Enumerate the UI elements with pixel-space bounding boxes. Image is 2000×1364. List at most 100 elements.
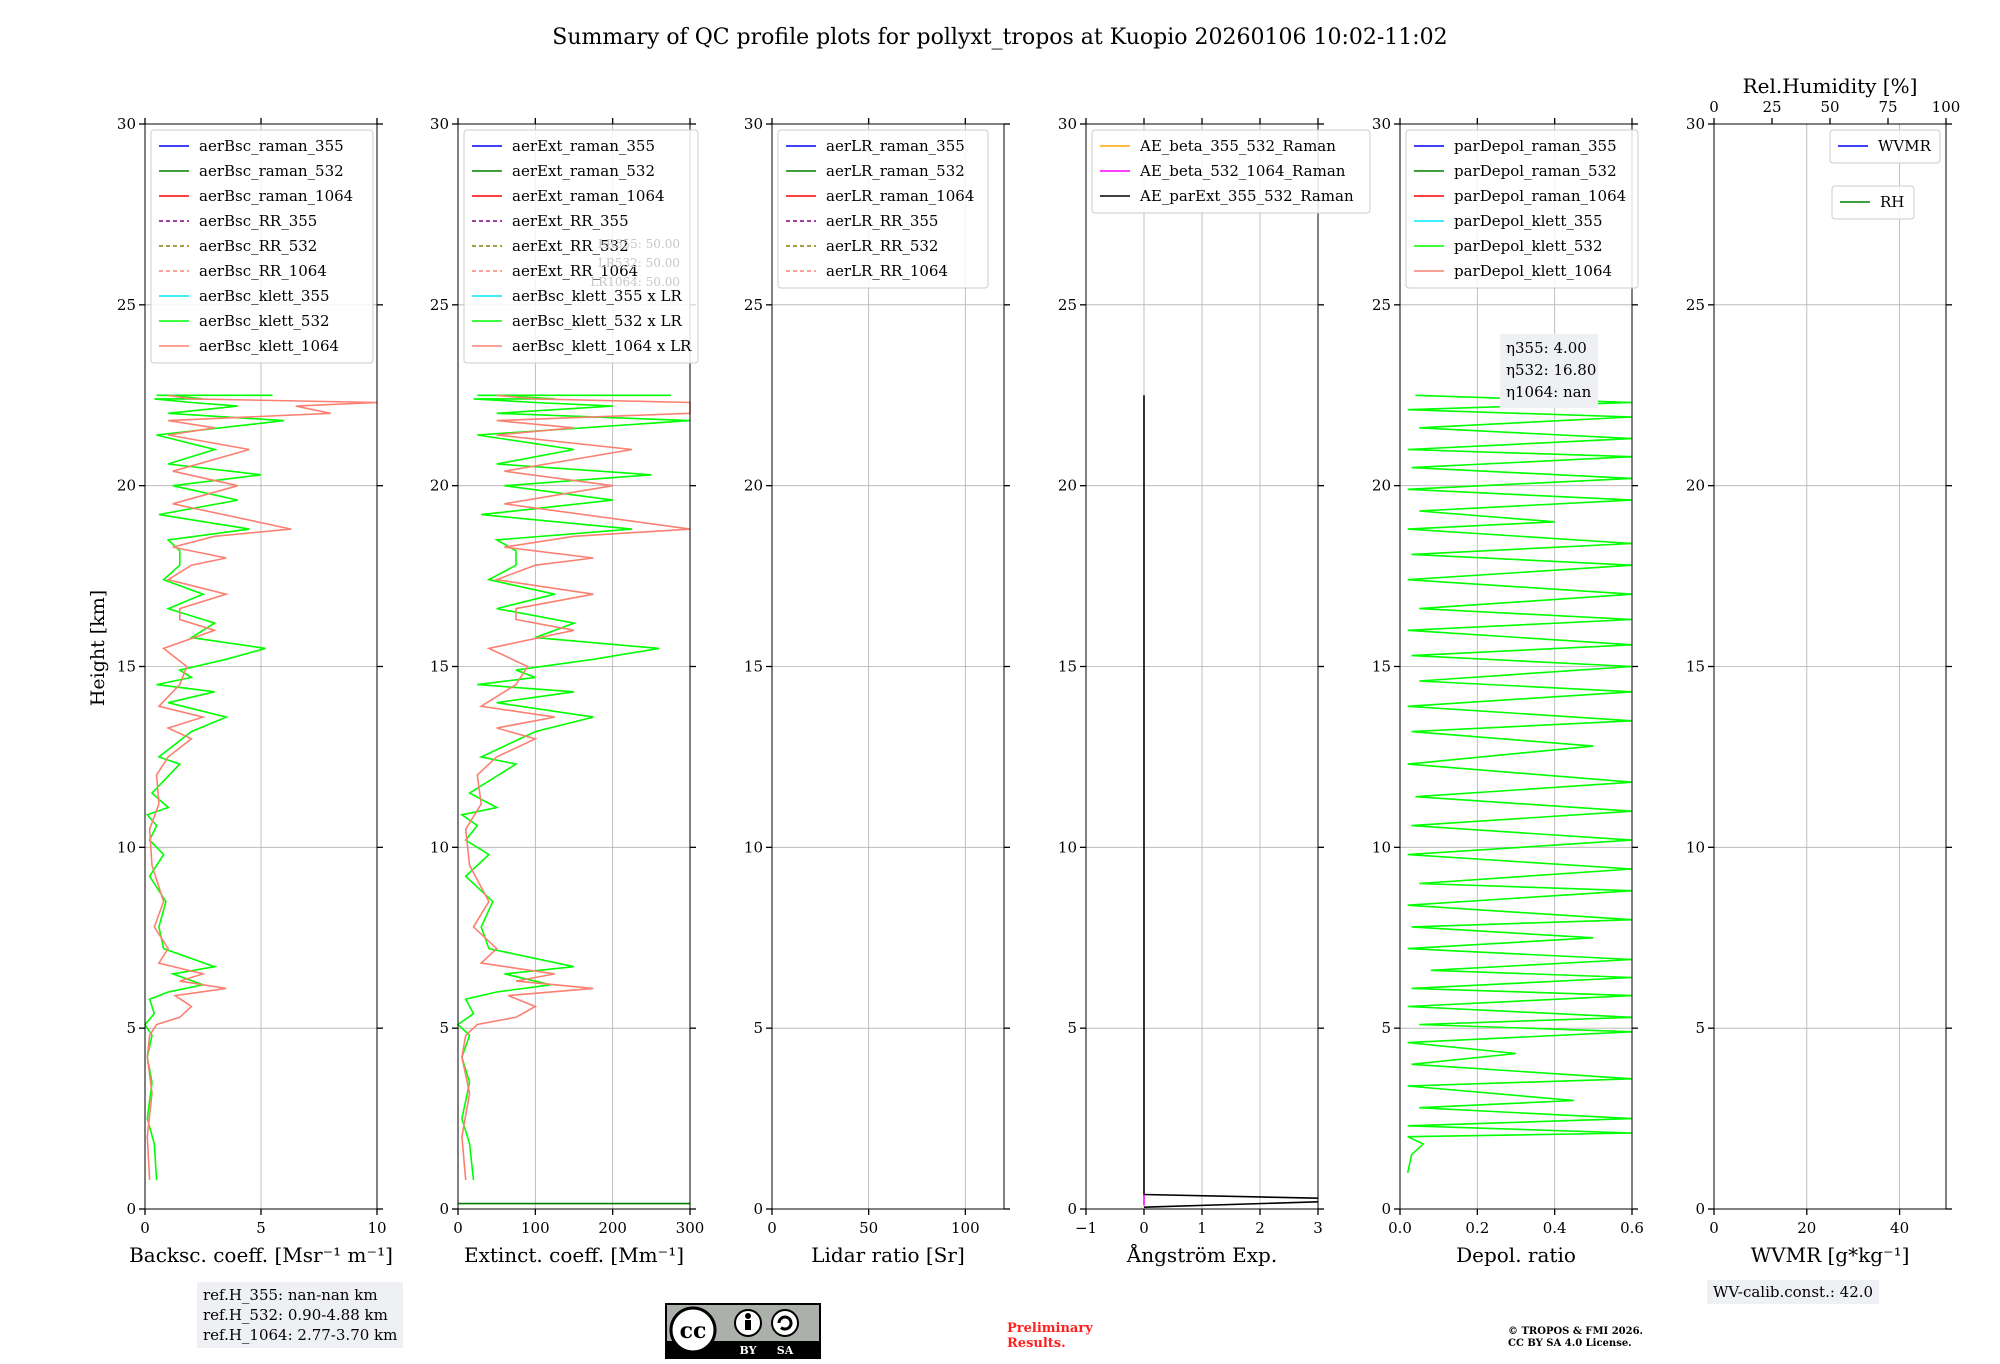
y-tick-label: 15 — [1058, 658, 1077, 676]
x-axis-label: Backsc. coeff. [Msr⁻¹ m⁻¹] — [129, 1243, 393, 1267]
y-tick-label: 15 — [117, 658, 136, 676]
legend-box — [1091, 129, 1371, 214]
x-tick-label: 5 — [256, 1219, 266, 1237]
legend-entry: aerBsc_RR_532 — [199, 237, 317, 255]
series-AE_parExt_355_532_Raman_low — [1143, 1201, 1319, 1208]
copyright-line-1: © TROPOS & FMI 2026. — [1508, 1326, 1644, 1337]
legend-box — [1405, 129, 1639, 289]
panel-5: 0 5 10 15 20 25 30 0.0 0.2 0.4 0.6 Depol. ratio parD… — [1372, 115, 1644, 1267]
y-tick-label: 5 — [1381, 1019, 1391, 1037]
x-tick-label: 300 — [676, 1219, 705, 1237]
preliminary-line-2: Results. — [1007, 1336, 1066, 1351]
x-tick-label: 50 — [859, 1219, 878, 1237]
legend-entry: aerLR_RR_355 — [826, 212, 938, 230]
y-tick-label: 30 — [1372, 115, 1391, 133]
x-tick-label: 200 — [598, 1219, 627, 1237]
preliminary-results-label: Preliminary Results. — [1007, 1321, 1093, 1351]
y-tick-label: 20 — [1686, 477, 1705, 495]
copyright-line-2: CC BY SA 4.0 License. — [1508, 1338, 1632, 1349]
y-tick-label: 25 — [430, 296, 449, 314]
y-tick-label: 0 — [1067, 1200, 1077, 1218]
y-tick-label: 5 — [439, 1019, 449, 1037]
x-axis-label: WVMR [g*kg⁻¹] — [1751, 1243, 1910, 1267]
legend-entry: RH — [1880, 193, 1904, 211]
y-tick-label: 15 — [430, 658, 449, 676]
legend-entry: aerLR_raman_532 — [826, 162, 965, 180]
x-axis-label: Depol. ratio — [1456, 1243, 1576, 1267]
top-x-tick-label: 0 — [1709, 98, 1719, 116]
y-tick-label: 0 — [753, 1200, 763, 1218]
x-tick-label: 1 — [1197, 1219, 1207, 1237]
y-tick-label: 20 — [430, 477, 449, 495]
eta-label: η355: 4.00 — [1506, 339, 1587, 357]
eta-label: η1064: nan — [1506, 383, 1592, 401]
x-tick-label: 3 — [1313, 1219, 1323, 1237]
legend-entry: aerBsc_klett_355 — [199, 287, 330, 305]
y-tick-label: 30 — [744, 115, 763, 133]
reference-height-box: ref.H_355: nan-nan km ref.H_532: 0.90-4.… — [197, 1282, 404, 1348]
y-tick-label: 20 — [1058, 477, 1077, 495]
legend-entry: parDepol_raman_532 — [1454, 162, 1617, 180]
y-tick-label: 0 — [1381, 1200, 1391, 1218]
y-tick-label: 10 — [744, 838, 763, 856]
legend-entry: parDepol_klett_355 — [1454, 212, 1603, 230]
legend: aerExt_raman_355 aerExt_raman_532 aerExt_r… — [463, 129, 699, 364]
y-tick-label: 5 — [1695, 1019, 1705, 1037]
x-tick-label: 0.0 — [1388, 1219, 1412, 1237]
legend-rh: RH — [1831, 185, 1915, 220]
x-tick-label: −1 — [1075, 1219, 1097, 1237]
eta-box: η355: 4.00 η532: 16.80 η1064: nan — [1500, 334, 1598, 408]
legend-entry: AE_beta_355_532_Raman — [1139, 137, 1336, 155]
lidar-ratio-label: LR355: 50.00 — [598, 237, 680, 251]
legend-entry: aerBsc_klett_532 x LR — [512, 312, 683, 330]
x-tick-label: 0.6 — [1620, 1219, 1644, 1237]
legend-wvmr: WVMR — [1829, 129, 1941, 164]
y-tick-label: 10 — [117, 838, 136, 856]
panel-3: 0 5 10 15 20 25 30 0 50 100 Lidar ratio [Sr] aerLR_… — [744, 115, 1010, 1267]
y-axis-label: Height [km] — [87, 590, 109, 706]
legend-entry: aerExt_RR_1064 — [512, 262, 638, 280]
top-x-tick-label: 50 — [1820, 98, 1839, 116]
series-aerBsc_klett_1064 x LR — [461, 394, 691, 1181]
x-tick-label: 20 — [1797, 1219, 1816, 1237]
legend-entry: aerExt_raman_532 — [512, 162, 655, 180]
legend-entry: aerLR_raman_1064 — [826, 187, 974, 205]
series-parDepol_klett_532 — [1406, 394, 1633, 1173]
eta-label: η532: 16.80 — [1506, 361, 1596, 379]
y-tick-label: 30 — [1686, 115, 1705, 133]
y-tick-label: 5 — [126, 1019, 136, 1037]
y-tick-label: 0 — [1695, 1200, 1705, 1218]
legend-entry: aerBsc_RR_1064 — [199, 262, 327, 280]
ref-height-1064: ref.H_1064: 2.77-3.70 km — [203, 1326, 398, 1344]
legend-box — [1831, 185, 1915, 220]
legend-entry: aerLR_RR_1064 — [826, 262, 948, 280]
ref-height-532: ref.H_532: 0.90-4.88 km — [203, 1306, 388, 1324]
top-x-tick-label: 25 — [1762, 98, 1781, 116]
legend-box — [1829, 129, 1941, 164]
y-tick-label: 30 — [1058, 115, 1077, 133]
figure-title: Summary of QC profile plots for pollyxt_… — [552, 25, 1447, 50]
legend-box — [777, 129, 989, 289]
legend-entry: aerBsc_klett_1064 — [199, 337, 339, 355]
cc-by-sa-logo: cc BY SA — [665, 1303, 821, 1363]
y-axis-label-group: Height [km] — [87, 590, 109, 706]
x-tick-label: 100 — [521, 1219, 550, 1237]
eta-box-bg — [1500, 334, 1598, 408]
legend-entry: aerBsc_raman_355 — [199, 137, 344, 155]
x-tick-label: 100 — [951, 1219, 980, 1237]
legend-entry: aerBsc_klett_532 — [199, 312, 330, 330]
y-tick-label: 5 — [1067, 1019, 1077, 1037]
wv-calibration-box: WV-calib.const.: 42.0 — [1707, 1280, 1880, 1304]
series-aerBsc_klett_532 — [144, 394, 285, 1181]
x-tick-label: 0 — [140, 1219, 150, 1237]
top-x-tick-label: 75 — [1878, 98, 1897, 116]
cc-by-text: BY — [740, 1344, 757, 1357]
legend-entry: aerExt_raman_355 — [512, 137, 655, 155]
legend-entry: aerBsc_RR_355 — [199, 212, 317, 230]
y-tick-label: 5 — [753, 1019, 763, 1037]
x-tick-label: 0 — [1709, 1219, 1719, 1237]
